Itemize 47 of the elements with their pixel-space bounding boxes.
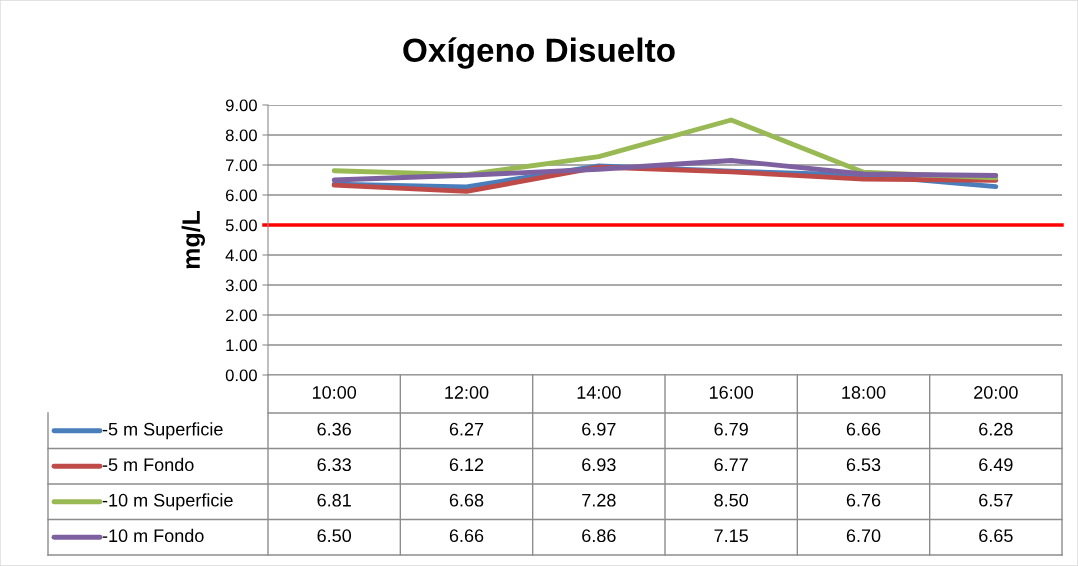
data-label: 6.70	[846, 529, 881, 543]
data-label: 6.81	[317, 493, 351, 507]
legend-label: -5 m Superficie	[102, 422, 223, 440]
data-label: 6.77	[714, 458, 748, 472]
legend-label: -10 m Superficie	[102, 493, 233, 511]
y-tick-label: 6.00	[225, 189, 257, 202]
y-tick-label: 5.00	[225, 219, 257, 232]
x-tick-label: 10:00	[312, 386, 357, 399]
data-label: 6.68	[449, 493, 484, 507]
y-tick-label: 0.00	[225, 369, 257, 382]
data-label: 6.12	[449, 458, 484, 472]
data-label: 6.79	[714, 422, 748, 436]
y-tick-label: 4.00	[225, 249, 257, 262]
legend-label: -5 m Fondo	[102, 457, 194, 472]
data-label: 6.53	[846, 458, 881, 472]
x-tick-label: 12:00	[445, 386, 489, 399]
y-tick-label: 1.00	[226, 339, 257, 352]
y-tick-label: 9.00	[225, 99, 257, 112]
data-label: 6.86	[582, 529, 616, 543]
data-label: 6.33	[317, 458, 351, 472]
y-tick-label: 8.00	[225, 129, 257, 142]
data-label: 6.93	[582, 458, 616, 472]
y-tick-label: 3.00	[225, 279, 257, 292]
data-label: 7.28	[582, 493, 616, 507]
chart-title: Oxígeno Disuelto	[403, 37, 675, 69]
line-series	[331, 158, 999, 183]
data-label: 6.50	[317, 529, 352, 543]
y-tick-label: 2.00	[225, 309, 257, 322]
data-label: 6.27	[449, 422, 484, 436]
data-label: 6.65	[979, 529, 1013, 543]
data-label: 6.76	[846, 493, 881, 507]
data-label: 6.36	[317, 422, 351, 436]
data-label: 6.66	[846, 422, 881, 436]
legend-label: -10 m Fondo	[102, 528, 204, 543]
x-tick-label: 18:00	[842, 386, 886, 399]
data-label: 6.66	[449, 529, 484, 543]
y-axis-title: mg/L	[181, 210, 205, 269]
x-tick-label: 14:00	[577, 386, 621, 399]
data-label: 6.97	[582, 422, 616, 436]
data-label: 6.28	[979, 422, 1013, 436]
x-tick-label: 20:00	[974, 386, 1018, 399]
data-label: 7.15	[714, 529, 748, 543]
y-tick-label: 7.00	[226, 159, 257, 172]
data-label: 8.50	[714, 493, 749, 507]
data-label: 6.57	[979, 493, 1013, 507]
data-label: 6.49	[979, 458, 1013, 472]
x-tick-label: 16:00	[709, 386, 754, 399]
